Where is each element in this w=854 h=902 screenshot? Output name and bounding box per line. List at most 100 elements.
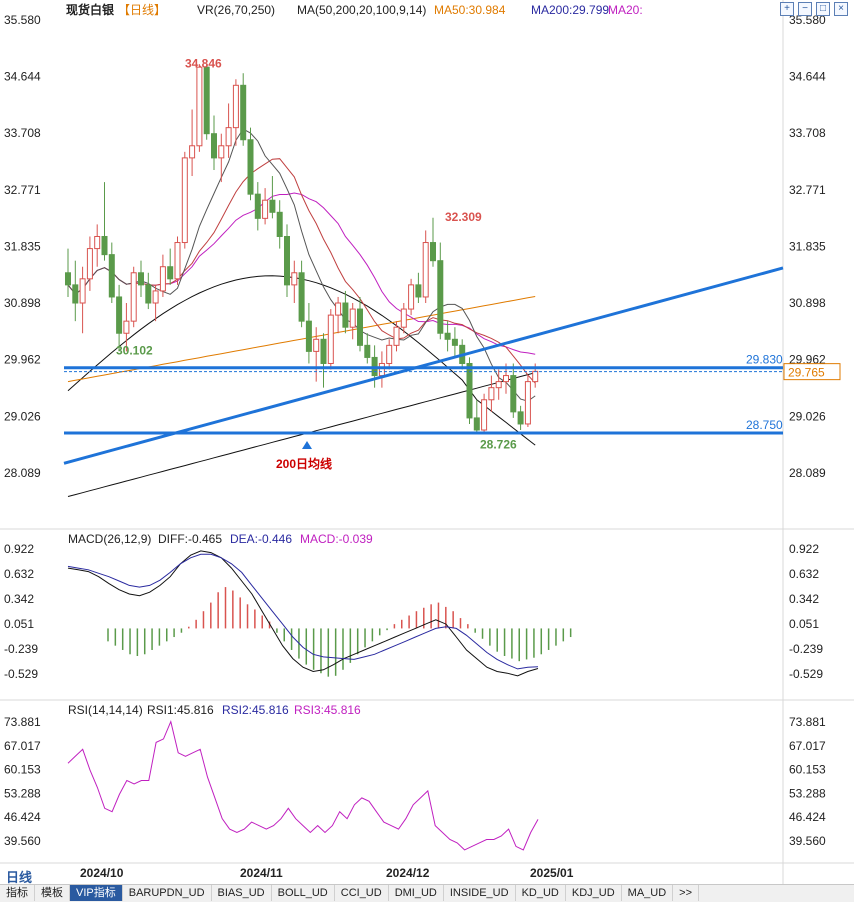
candle-body [444,332,451,340]
dea-value: DEA:-0.446 [230,532,292,546]
candle-body [203,66,210,135]
macd-tick-left: -0.239 [4,642,38,656]
price-tick-right: 28.089 [789,466,826,480]
x-axis-label: 2025/01 [530,866,574,880]
tab-vip-indicator[interactable]: VIP指标 [70,885,123,901]
candle-body [254,193,261,219]
support-label: 28.750 [746,418,783,432]
ma200-note: 200日均线 [276,456,332,471]
candle-body [225,127,232,147]
price-tick-left: 29.962 [4,353,41,367]
high-annotation: 34.846 [185,56,222,70]
tab-indicator[interactable]: 指标 [0,885,35,901]
vr-label: VR(26,70,250) [197,3,275,17]
candle-body [400,308,407,328]
close-icon[interactable]: × [834,2,848,16]
tab-ma[interactable]: MA_UD [622,885,674,901]
candle-body [313,338,320,352]
tab-template[interactable]: 模板 [35,885,70,901]
arrow-up-icon [302,441,312,449]
candle-body [466,362,473,419]
restore-icon[interactable]: □ [816,2,830,16]
candle-body [342,302,349,328]
rsi-panel: RSI(14,14,14) RSI1:45.816 RSI2:45.816 RSI3:… [4,703,826,880]
tab-barupdn[interactable]: BARUPDN_UD [123,885,212,901]
tab-inside[interactable]: INSIDE_UD [444,885,516,901]
candle-body [65,272,71,286]
candle-body [393,326,400,346]
candle-body [123,320,130,334]
candle-body [284,235,290,286]
candle-body [262,199,269,219]
price-tick-left: 32.771 [4,183,41,197]
rsi3-value: RSI3:45.816 [294,703,361,717]
candle-body [240,84,247,141]
tab-kd[interactable]: KD_UD [516,885,566,901]
price-tick-right: 33.708 [789,126,826,140]
candle-body [408,284,415,310]
diff-line [67,550,539,677]
price-tick-left: 33.708 [4,126,41,140]
price-tick-right: 30.898 [789,296,826,310]
macd-tick-right: 0.922 [789,542,819,556]
candle-body [159,266,166,292]
candle-body [269,199,276,213]
price-tick-left: 28.089 [4,466,41,480]
candle-body [327,314,334,364]
ma200-line [67,372,536,497]
rsi-tick-right: 60.153 [789,763,826,777]
candle-body [232,84,239,129]
macd-panel: MACD(26,12,9) DIFF:-0.465 DEA:-0.446 MACD:-… [4,532,823,681]
price-tick-right: 29.026 [789,409,826,423]
low-left-annotation: 30.102 [116,343,153,357]
candle-body [503,375,509,383]
rsi-line [67,719,539,851]
candle-body [532,370,539,383]
candle-body [94,235,101,250]
period-tag[interactable]: 日线 [6,870,33,885]
tab-kdj[interactable]: KDJ_UD [566,885,622,901]
ma14-line [67,158,536,384]
symbol-title: 现货白银 [66,2,115,17]
macd-tick-right: 0.632 [789,567,819,581]
candle-body [72,284,79,304]
tab-more[interactable]: >> [673,885,700,901]
price-tick-right: 35.580 [789,13,826,27]
rsi-title: RSI(14,14,14) [68,703,143,717]
tab-boll[interactable]: BOLL_UD [272,885,335,901]
candle-body [174,242,181,280]
x-axis-label: 2024/12 [386,866,430,880]
candle-body [357,308,363,346]
candle-body [422,242,429,298]
candle-body [152,290,159,304]
minimize-icon[interactable]: − [798,2,812,16]
rsi-tick-right: 39.560 [789,834,826,848]
ma-def-label: MA(50,200,20,100,9,14) [297,3,426,17]
macd-tick-left: 0.632 [4,567,34,581]
candle-body [305,320,312,352]
tab-cci[interactable]: CCI_UD [335,885,389,901]
price-tick-left: 29.026 [4,409,41,423]
dea-line [67,553,539,670]
candle-body [276,211,283,237]
candle-body [196,66,203,147]
candle-body [101,235,108,256]
period-label: 【日线】 [118,3,166,17]
macd-tick-left: 0.922 [4,542,34,556]
rsi-tick-left: 53.288 [4,786,41,800]
price-tick-right: 31.835 [789,239,826,253]
tab-bias[interactable]: BIAS_UD [212,885,272,901]
candle-body [130,272,137,322]
resistance-label: 29.830 [746,353,783,367]
rsi-tick-left: 67.017 [4,739,41,753]
rsi-tick-left: 60.153 [4,763,41,777]
rsi1-value: RSI1:45.816 [147,703,214,717]
ma20-label: MA20: [608,3,643,17]
add-icon[interactable]: + [780,2,794,16]
candle-body [108,254,115,298]
candle-body [488,387,495,401]
tab-dmi[interactable]: DMI_UD [389,885,444,901]
candle-body [291,272,298,286]
ma50-label: MA50:30.984 [434,3,506,17]
